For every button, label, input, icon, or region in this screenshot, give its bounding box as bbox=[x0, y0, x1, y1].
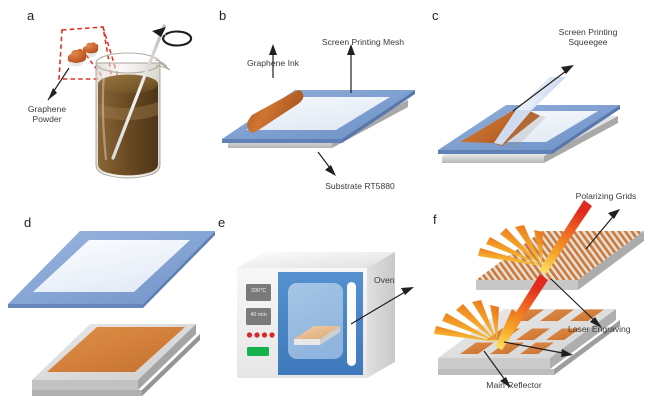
screen-printing-mesh bbox=[222, 90, 415, 143]
scatter-beams-upper bbox=[478, 225, 543, 266]
laser-beam-upper bbox=[539, 200, 592, 274]
ink-surface bbox=[98, 74, 158, 94]
label-squeegee-line1: Screen Printing bbox=[558, 27, 618, 37]
panel-a-graphics bbox=[0, 0, 215, 200]
label-squeegee-line2: Squeegee bbox=[568, 37, 608, 48]
label-graphene-ink: Graphene Ink bbox=[246, 58, 300, 68]
graphene-powder-particles bbox=[67, 42, 99, 67]
label-laser-engraving: Laser Engraving bbox=[568, 324, 631, 334]
panel-c: c bbox=[420, 0, 656, 200]
panel-f-graphics bbox=[420, 190, 656, 402]
panel-letter-c: c bbox=[432, 8, 439, 23]
arrow-main-reflector bbox=[483, 350, 511, 388]
oven-temperature-text: 200℃ bbox=[250, 288, 267, 294]
panel-letter-b: b bbox=[219, 8, 227, 23]
arrow-substrate bbox=[317, 151, 336, 176]
panel-b: b bbox=[210, 0, 425, 205]
arrow-laser-engraving-upper bbox=[550, 278, 602, 328]
sample-inside bbox=[294, 326, 340, 345]
label-graphene-powder-line2: Powder bbox=[32, 114, 62, 125]
panel-f: f bbox=[420, 190, 656, 402]
label-screen-printing-squeegee: Screen Printing Squeegee bbox=[530, 27, 646, 48]
panel-e: e bbox=[210, 200, 430, 402]
panel-letter-d: d bbox=[24, 215, 32, 230]
label-graphene-powder-line1: Graphene bbox=[27, 104, 67, 114]
duration-display bbox=[246, 308, 271, 325]
mesh-frame-lifted bbox=[8, 231, 215, 308]
oven-door bbox=[278, 272, 363, 375]
panel-letter-f: f bbox=[433, 212, 437, 227]
arrow-graphene-ink bbox=[269, 44, 277, 78]
arrow-squeegee bbox=[512, 65, 574, 112]
panel-b-graphics bbox=[210, 0, 425, 205]
stirring-rod bbox=[111, 24, 166, 160]
panel-e-graphics bbox=[210, 200, 430, 402]
laser-beam-lower bbox=[495, 274, 548, 350]
arrow-screen-printing-mesh bbox=[347, 44, 355, 93]
temperature-display bbox=[246, 284, 271, 301]
arrow-polarizing-grids bbox=[585, 209, 620, 250]
label-screen-printing-mesh: Screen Printing Mesh bbox=[321, 37, 405, 47]
indicator-dots bbox=[246, 332, 275, 338]
panel-d-graphics bbox=[0, 200, 230, 402]
panel-c-graphics bbox=[420, 0, 656, 200]
label-main-reflector: Main Reflector bbox=[486, 380, 542, 390]
panel-d: d bbox=[0, 200, 230, 402]
label-graphene-powder: Graphene Powder bbox=[7, 104, 87, 125]
oven-duration-text: 40 min bbox=[250, 312, 267, 318]
graphene-ink-bead bbox=[247, 90, 304, 133]
panel-letter-a: a bbox=[27, 8, 35, 23]
arrow-oven bbox=[350, 287, 414, 325]
arrow-powder bbox=[47, 67, 70, 101]
label-substrate: Substrate RT5880 bbox=[325, 181, 395, 191]
beaker bbox=[95, 52, 171, 179]
panel-a: a bbox=[0, 0, 215, 200]
rotation-arrow bbox=[152, 27, 193, 47]
label-polarizing-grids: Polarizing Grids bbox=[575, 191, 637, 201]
panel-letter-e: e bbox=[218, 215, 226, 230]
label-oven: Oven bbox=[374, 275, 395, 285]
main-reflector-plate bbox=[438, 309, 620, 375]
brown-ink bbox=[98, 84, 158, 176]
printed-substrate bbox=[32, 324, 200, 396]
printed-orange-layer bbox=[47, 327, 185, 372]
status-bar bbox=[247, 347, 269, 356]
control-panel bbox=[246, 284, 275, 356]
arrow-laser-engraving-lower bbox=[503, 341, 573, 357]
